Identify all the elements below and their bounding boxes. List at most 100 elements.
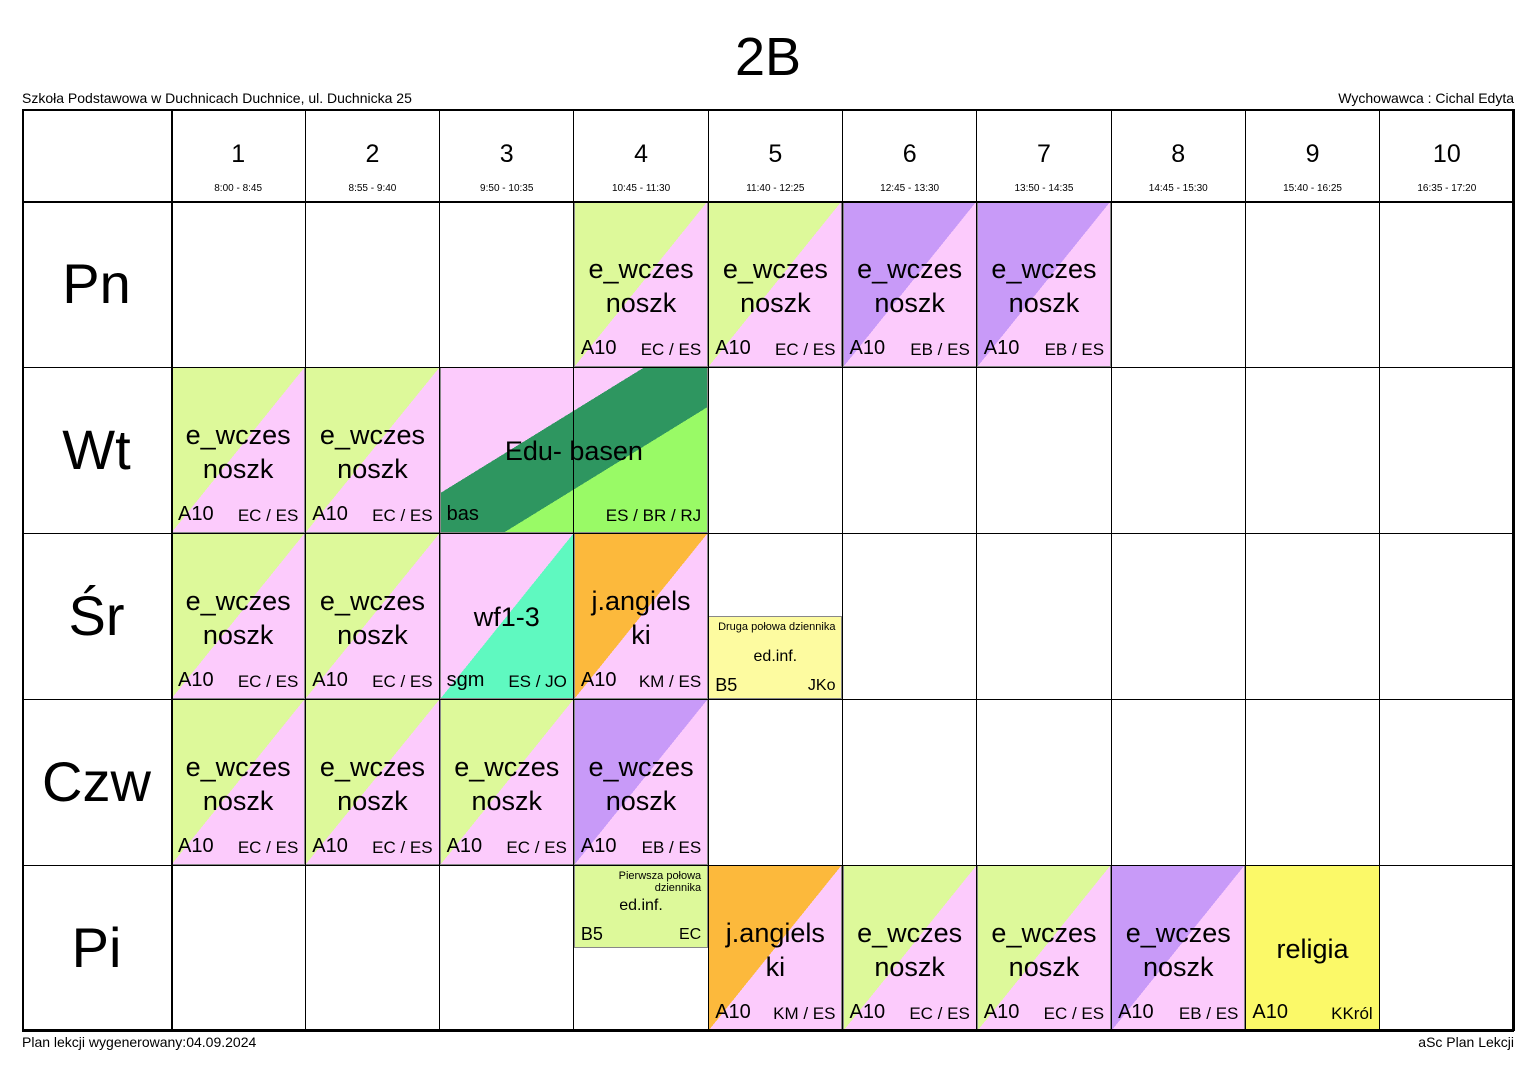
period-time: 12:45 - 13:30 [880,183,940,194]
subject: noszk [337,620,408,650]
period-time: 15:40 - 16:25 [1283,183,1342,194]
lesson: wf1-3 sgm ES / JO [439,533,574,699]
grid-line [22,698,1514,700]
grid-line [1110,109,1112,1031]
lesson-note: Pierwsza połowa dziennika [618,870,702,895]
room: A10 [849,337,886,359]
subject: noszk [605,288,677,318]
room: A10 [849,1001,886,1023]
room: A10 [715,337,751,359]
subject: e_wczes [319,752,425,782]
table-border [22,109,1514,1031]
subject: noszk [1008,288,1080,318]
subject: j.angiels [725,918,825,948]
subject: noszk [874,288,945,318]
generated: Plan lekcji wygenerowany:04.09.2024 [22,1034,257,1050]
subject: noszk [605,786,677,816]
room: A10 [312,669,348,691]
teachers: EC / ES [372,672,433,691]
teachers: KM / ES [773,1004,836,1023]
lesson: e_wczes noszk A10 EC / ES [439,699,574,865]
room: sgm [446,669,485,691]
grid-line [22,200,1514,203]
room: A10 [312,835,348,857]
subject: j.angiels [591,586,691,616]
room: A10 [715,1001,751,1023]
lesson: e_wczes noszk A10 EC / ES [171,533,306,699]
grid-line [976,109,978,1031]
grid-line [707,109,709,1031]
teachers: EC / ES [237,506,299,525]
form-teacher: Wychowawca : Cichal Edyta [1338,90,1514,106]
subject: noszk [1142,952,1214,982]
day-name: Pn [62,252,131,315]
subject: ki [765,952,786,982]
period-number: 8 [1171,140,1186,168]
period-number: 1 [231,140,246,168]
teachers: EC / ES [372,838,433,857]
subject: e_wczes [185,586,291,616]
teachers: KM / ES [638,672,702,691]
lesson: religia A10 KKról [1245,865,1380,1031]
lesson: Druga połowa dziennika ed.inf. B5 JKo [708,616,843,699]
room: B5 [715,675,738,695]
lesson: e_wczes noszk A10 EC / ES [842,865,977,1031]
subject: religia [1276,934,1349,964]
subject: noszk [202,620,274,650]
room: A10 [1118,1001,1154,1023]
subject: noszk [740,288,811,318]
room: A10 [178,503,214,525]
grid-line [439,109,441,1031]
subject: e_wczes [857,254,963,284]
subject: e_wczes [319,586,425,616]
period-time: 16:35 - 17:20 [1417,183,1477,194]
grid-line [22,1030,1514,1032]
room: A10 [580,337,617,359]
subject: e_wczes [185,752,291,782]
lesson: e_wczes noszk A10 EC / ES [305,367,440,533]
day-name: Wt [62,418,131,481]
teachers: EC / ES [237,672,299,691]
teachers: JKo [807,677,836,694]
school: Szkoła Podstawowa w Duchnicach Duchnice,… [22,90,412,106]
lesson-note: Druga połowa dziennika [718,621,836,633]
room: A10 [983,337,1020,359]
day-name: Śr [68,584,125,647]
room: bas [446,503,479,525]
teachers: EB / ES [1178,1004,1239,1023]
teachers: ES / JO [508,672,567,691]
period-time: 9:50 - 10:35 [480,183,534,194]
teachers: EB / ES [910,340,970,359]
grid-line [1379,109,1381,1031]
teachers: EB / ES [1044,340,1105,359]
subject: noszk [337,454,408,484]
teachers: EC / ES [1043,1004,1105,1023]
grid-line [842,109,843,1031]
teachers: EC / ES [372,506,433,525]
subject: e_wczes [1125,918,1231,948]
subject: noszk [202,786,274,816]
lesson: e_wczes noszk A10 EC / ES [573,201,709,367]
period-time: 13:50 - 14:35 [1014,183,1074,194]
title: 2B [734,27,802,87]
room: A10 [580,669,617,691]
room: A10 [446,835,483,857]
period-number: 4 [634,140,648,168]
teachers: EC / ES [506,838,567,857]
day-name: Pi [71,916,122,979]
period-time: 10:45 - 11:30 [611,183,671,194]
subject: wf1-3 [473,602,540,632]
grid-line [22,366,1514,368]
period-number: 3 [499,140,514,168]
room: A10 [1252,1001,1288,1023]
subject: noszk [874,952,945,982]
room: A10 [983,1001,1020,1023]
period-number: 10 [1432,140,1461,168]
room: B5 [580,924,603,944]
period-number: 7 [1036,140,1051,168]
subject: noszk [202,454,274,484]
subject: e_wczes [857,918,963,948]
